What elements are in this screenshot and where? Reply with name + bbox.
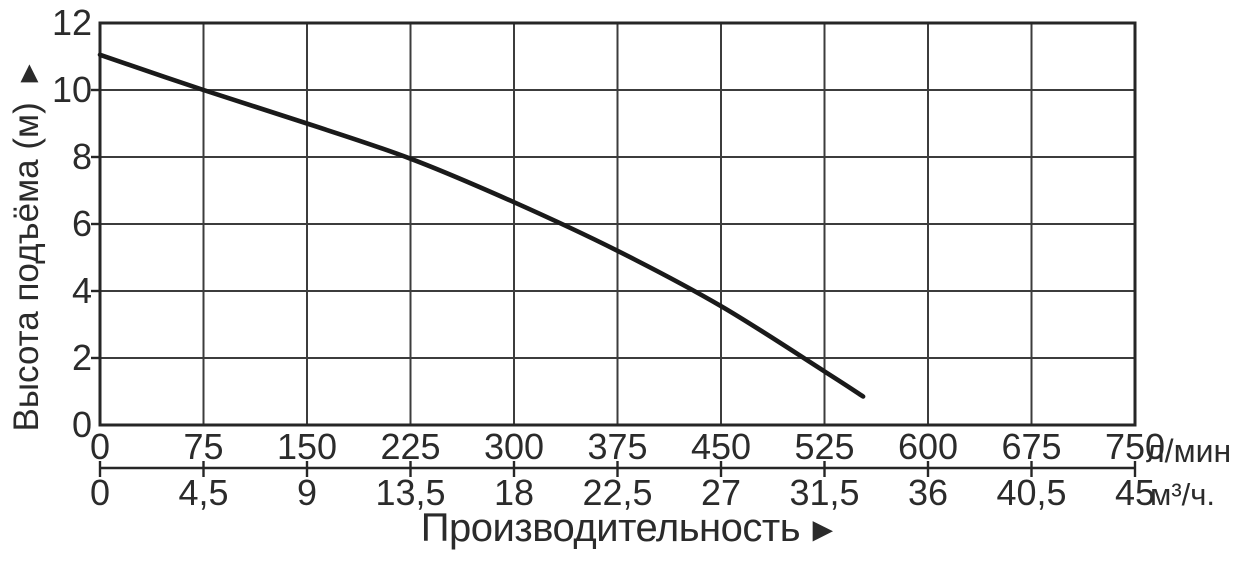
y-tick-label: 6 — [71, 203, 92, 244]
x-tick-label-lmin: 600 — [897, 426, 959, 467]
x-tick-label-m3h: 31,5 — [789, 472, 860, 513]
x-tick-label-lmin: 75 — [183, 426, 224, 467]
x-tick-label-m3h: 18 — [493, 472, 535, 513]
right-arrow-icon: ► — [806, 511, 840, 549]
x-tick-label-m3h: 27 — [700, 472, 742, 513]
x-tick-label-lmin: 450 — [690, 426, 752, 467]
x-tick-label-lmin: 225 — [380, 426, 441, 467]
x-tick-label-lmin: 675 — [1001, 426, 1062, 467]
x-tick-label-m3h: 4,5 — [178, 472, 229, 513]
x-axis-title: Производительность ► — [330, 506, 930, 552]
pump-head-curve — [97, 52, 866, 399]
x-tick-label-lmin: 750 — [1104, 426, 1166, 467]
x-tick-label-m3h: 9 — [296, 472, 318, 513]
x-tick-label-m3h: 36 — [907, 472, 949, 513]
y-tick-label: 12 — [51, 2, 92, 43]
x-tick-label-lmin: 150 — [276, 426, 338, 467]
x-tick-label-lmin: 300 — [483, 426, 545, 467]
x-axis-lmin-unit: л/мин — [1146, 433, 1232, 469]
x-tick-label-lmin: 0 — [89, 426, 111, 467]
x-tick-label-m3h: 13,5 — [375, 472, 446, 513]
y-tick-label: 4 — [71, 270, 92, 311]
x-tick-label-m3h: 45 — [1114, 472, 1156, 513]
x-tick-label-lmin: 525 — [794, 426, 855, 467]
y-tick-label: 8 — [71, 136, 92, 177]
x-tick-label-m3h: 40,5 — [996, 472, 1067, 513]
y-tick-label: 2 — [71, 337, 92, 378]
x-tick-label-m3h: 0 — [89, 472, 111, 513]
y-tick-label: 10 — [51, 69, 92, 110]
x-tick-label-lmin: 375 — [587, 426, 648, 467]
x-axis-title-text: Производительность — [420, 506, 801, 550]
x-axis-m3h-unit: м³/ч. — [1150, 477, 1216, 512]
x-tick-label-m3h: 22,5 — [582, 472, 653, 513]
y-tick-label: 0 — [71, 404, 92, 445]
